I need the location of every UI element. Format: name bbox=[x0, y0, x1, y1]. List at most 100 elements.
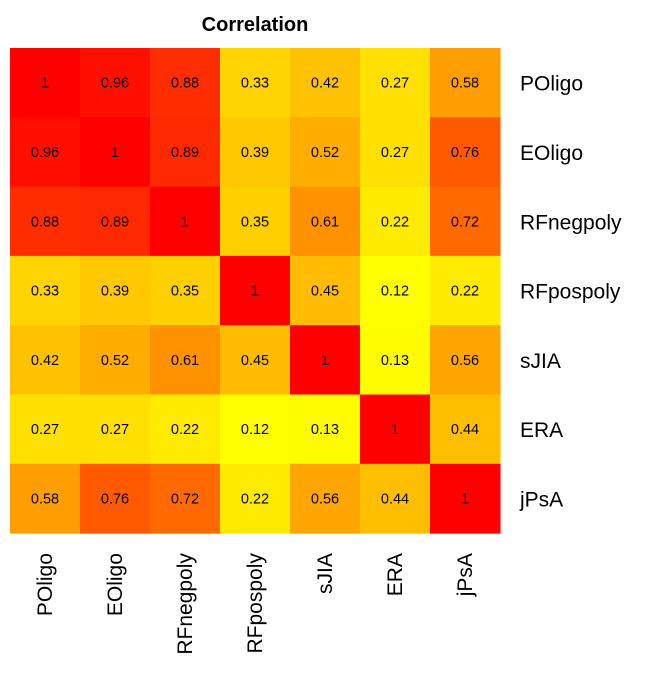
cell-value-label: 0.72 bbox=[451, 214, 479, 230]
cell-value-label: 0.61 bbox=[171, 353, 199, 369]
column-label-ERA: ERA bbox=[384, 553, 407, 596]
cell-value-label: 0.88 bbox=[31, 214, 59, 230]
heatmap-cell-POligo-sJIA bbox=[290, 48, 361, 118]
cell-value-label: 0.35 bbox=[241, 214, 269, 230]
heatmap-cell-RFpospoly-EOligo bbox=[80, 255, 151, 326]
heatmap-cell-POligo-EOligo bbox=[80, 48, 151, 118]
heatmap-cell-ERA-POligo bbox=[10, 394, 81, 465]
heatmap-cell-jPsA-RFpospoly bbox=[220, 463, 291, 534]
heatmap-cell-jPsA-ERA bbox=[360, 463, 431, 534]
heatmap-cell-RFpospoly-ERA bbox=[360, 255, 431, 326]
cell-value-label: 0.52 bbox=[101, 353, 129, 369]
heatmap-cell-EOligo-EOligo bbox=[80, 117, 151, 188]
cell-value-label: 0.44 bbox=[381, 491, 409, 507]
cell-value-label: 1 bbox=[251, 284, 259, 300]
heatmap-cell-RFpospoly-POligo bbox=[10, 255, 81, 326]
cell-value-label: 0.56 bbox=[311, 491, 339, 507]
heatmap-cell-POligo-RFpospoly bbox=[220, 48, 291, 118]
heatmap-cell-EOligo-sJIA bbox=[290, 117, 361, 188]
cell-value-label: 1 bbox=[41, 76, 49, 92]
cell-value-label: 0.27 bbox=[381, 145, 409, 161]
cell-value-label: 0.76 bbox=[451, 145, 479, 161]
row-label-RFpospoly: RFpospoly bbox=[520, 281, 621, 304]
heatmap-cell-EOligo-jPsA bbox=[430, 117, 501, 188]
heatmap-cell-EOligo-RFnegpoly bbox=[150, 117, 221, 188]
heatmap-cell-RFpospoly-RFpospoly bbox=[220, 255, 291, 326]
cell-value-label: 0.96 bbox=[31, 145, 59, 161]
cell-value-label: 1 bbox=[321, 353, 329, 369]
heatmap-cell-jPsA-jPsA bbox=[430, 463, 501, 534]
row-labels: POligo EOligo RFnegpoly RFpospoly sJIA ERA jPs… bbox=[519, 73, 622, 512]
heatmap-cell-RFnegpoly-jPsA bbox=[430, 186, 501, 257]
heatmap-cell-POligo-ERA bbox=[360, 48, 431, 118]
heatmap-cell-sJIA-sJIA bbox=[290, 325, 361, 395]
row-label-sJIA: sJIA bbox=[520, 350, 561, 373]
cell-value-label: 0.12 bbox=[241, 422, 269, 438]
row-label-ERA: ERA bbox=[520, 419, 563, 442]
heatmap-cell-ERA-RFnegpoly bbox=[150, 394, 221, 465]
cell-value-label: 0.22 bbox=[381, 214, 409, 230]
cell-value-label: 0.22 bbox=[241, 491, 269, 507]
heatmap-cell-POligo-RFnegpoly bbox=[150, 48, 221, 118]
heatmap-cell-POligo-POligo bbox=[10, 48, 81, 118]
cell-value-label: 0.33 bbox=[31, 284, 59, 300]
column-label-sJIA: sJIA bbox=[314, 553, 337, 594]
heatmap-cell-sJIA-jPsA bbox=[430, 325, 501, 395]
cell-value-label: 0.13 bbox=[381, 353, 409, 369]
heatmap-cell-jPsA-EOligo bbox=[80, 463, 151, 534]
heatmap-cell-ERA-jPsA bbox=[430, 394, 501, 465]
cell-value-label: 0.58 bbox=[451, 76, 479, 92]
row-label-EOligo: EOligo bbox=[520, 142, 583, 165]
heatmap-cell-RFnegpoly-sJIA bbox=[290, 186, 361, 257]
cell-value-label: 0.27 bbox=[381, 76, 409, 92]
heatmap-cell-sJIA-ERA bbox=[360, 325, 431, 395]
cell-value-label: 0.22 bbox=[451, 284, 479, 300]
cell-value-label: 0.42 bbox=[311, 76, 339, 92]
cell-value-label: 0.12 bbox=[381, 284, 409, 300]
heatmap-cell-RFnegpoly-POligo bbox=[10, 186, 81, 257]
heatmap-cell-ERA-ERA bbox=[360, 394, 431, 465]
cell-value-label: 0.52 bbox=[311, 145, 339, 161]
cell-value-label: 0.44 bbox=[451, 422, 479, 438]
cell-value-label: 1 bbox=[181, 214, 189, 230]
heatmap-cell-RFpospoly-RFnegpoly bbox=[150, 255, 221, 326]
cell-value-label: 0.42 bbox=[31, 353, 59, 369]
heatmap-cell-EOligo-POligo bbox=[10, 117, 81, 188]
cell-value-label: 0.27 bbox=[31, 422, 59, 438]
row-label-jPsA: jPsA bbox=[519, 488, 563, 511]
heatmap-cell-sJIA-EOligo bbox=[80, 325, 151, 395]
heatmap-cell-POligo-jPsA bbox=[430, 48, 501, 118]
cell-value-label: 0.22 bbox=[171, 422, 199, 438]
heatmap-cell-RFnegpoly-RFnegpoly bbox=[150, 186, 221, 257]
cell-value-label: 0.89 bbox=[171, 145, 199, 161]
cell-value-label: 0.89 bbox=[101, 214, 129, 230]
cell-value-label: 0.27 bbox=[101, 422, 129, 438]
cell-value-label: 0.56 bbox=[451, 353, 479, 369]
cell-value-label: 0.76 bbox=[101, 491, 129, 507]
heatmap-cell-sJIA-RFpospoly bbox=[220, 325, 291, 395]
cell-value-label: 1 bbox=[111, 145, 119, 161]
row-label-POligo: POligo bbox=[520, 73, 583, 96]
cell-value-label: 0.39 bbox=[241, 145, 269, 161]
column-label-RFnegpoly: RFnegpoly bbox=[174, 553, 197, 655]
cell-value-label: 1 bbox=[391, 422, 399, 438]
cell-value-label: 0.58 bbox=[31, 491, 59, 507]
column-label-EOligo: EOligo bbox=[104, 553, 127, 616]
heatmap-cell-ERA-EOligo bbox=[80, 394, 151, 465]
heatmap-cells bbox=[10, 48, 501, 534]
cell-value-label: 0.96 bbox=[101, 76, 129, 92]
cell-value-label: 0.45 bbox=[241, 353, 269, 369]
column-labels: POligo EOligo RFnegpoly RFpospoly sJIA ERA jPs… bbox=[34, 553, 477, 655]
heatmap-cell-RFpospoly-sJIA bbox=[290, 255, 361, 326]
heatmap-cell-EOligo-RFpospoly bbox=[220, 117, 291, 188]
column-label-jPsA: jPsA bbox=[454, 553, 477, 597]
heatmap-cell-sJIA-POligo bbox=[10, 325, 81, 395]
heatmap-cell-labels: 1 0.96 0.88 0.33 0.42 0.27 0.58 0.96 1 0.89 0.39 0.… bbox=[31, 76, 479, 508]
heatmap-cell-EOligo-ERA bbox=[360, 117, 431, 188]
heatmap-cell-RFnegpoly-ERA bbox=[360, 186, 431, 257]
cell-value-label: 0.39 bbox=[101, 284, 129, 300]
cell-value-label: 0.72 bbox=[171, 491, 199, 507]
cell-value-label: 1 bbox=[461, 491, 469, 507]
heatmap-cell-RFnegpoly-RFpospoly bbox=[220, 186, 291, 257]
